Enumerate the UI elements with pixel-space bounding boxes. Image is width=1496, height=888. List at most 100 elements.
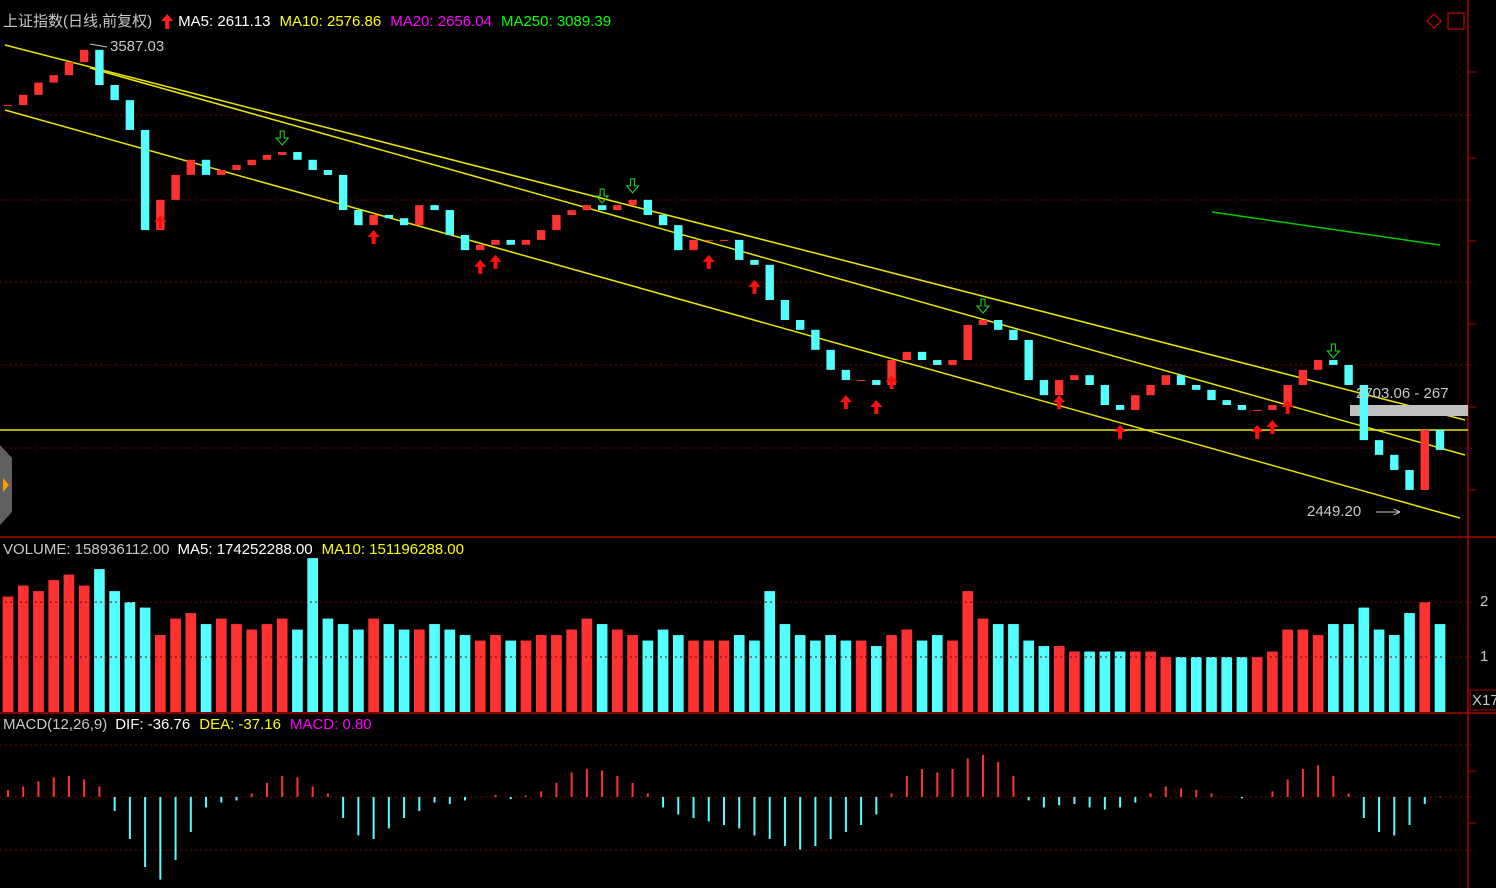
volume-bar [977, 618, 989, 712]
volume-bar [871, 646, 882, 712]
volume-bar [1388, 635, 1400, 712]
volume-bar [840, 640, 852, 712]
icon-window[interactable] [1447, 12, 1465, 30]
volume-bar [33, 591, 44, 712]
volume-bar [535, 635, 547, 712]
side-tab-arrow [3, 478, 9, 492]
volume-bar [246, 629, 258, 712]
volume-bar [794, 635, 806, 712]
volume-bar [474, 640, 486, 712]
candle [1329, 360, 1338, 365]
volume-bar [657, 629, 669, 712]
volume-bar [1190, 657, 1202, 712]
buy-signal [885, 375, 898, 390]
volume-bar [947, 640, 958, 712]
volume-bar [1221, 657, 1233, 712]
candle [1374, 440, 1384, 455]
indicator: MACD: 0.80 [290, 716, 372, 733]
candle [1207, 389, 1216, 401]
volume-bar [490, 635, 501, 712]
candle [1039, 380, 1049, 396]
volume-bar [337, 624, 349, 712]
candle [1253, 409, 1262, 411]
volume-bar [1282, 629, 1293, 712]
panel-title: VOLUME: 158936112.00 [3, 541, 170, 558]
buy-signal [870, 399, 883, 414]
volume-bar [276, 618, 288, 712]
candle [247, 159, 256, 166]
candle [613, 205, 622, 211]
candle [658, 214, 668, 226]
candle [262, 154, 272, 160]
candle [506, 239, 515, 245]
candle [1420, 429, 1429, 491]
candle [933, 360, 942, 365]
candle [811, 329, 820, 350]
y-tick-label: 2 [1480, 593, 1488, 610]
volume-bar [1312, 635, 1324, 712]
candle [140, 129, 150, 231]
icon-diamond[interactable] [1426, 13, 1442, 29]
candle [689, 239, 698, 251]
candle [750, 259, 759, 265]
volume-bar [992, 624, 1004, 712]
buy-signal [474, 259, 487, 274]
buy-signal [1251, 424, 1264, 439]
unit-box [1469, 689, 1496, 711]
candle [521, 239, 531, 245]
candle [1313, 360, 1323, 370]
candle [1298, 369, 1308, 385]
volume-bar [1129, 651, 1141, 712]
candle [735, 239, 744, 260]
candle [1283, 384, 1292, 405]
candle [628, 199, 637, 206]
volume-bar [94, 569, 105, 712]
trend-lines [0, 44, 1468, 519]
candle [476, 244, 485, 251]
candle [1359, 384, 1369, 441]
volume-bar [505, 640, 517, 712]
candle [1176, 375, 1186, 385]
volume-bar [2, 596, 14, 712]
buy-signal [1053, 395, 1066, 410]
candle [217, 170, 226, 175]
candle [1222, 400, 1231, 405]
volume-bar [627, 635, 638, 712]
volume-bar [1358, 607, 1370, 712]
candle [3, 105, 13, 107]
candle [1237, 404, 1247, 410]
candle [1024, 340, 1033, 381]
volume-bar [1145, 651, 1156, 712]
grid [0, 114, 1476, 851]
volume-bar [215, 618, 227, 712]
candle [1161, 375, 1170, 385]
volume-bar [703, 640, 715, 712]
volume-bar [520, 640, 532, 712]
candle [1131, 395, 1140, 410]
buy-signal [367, 229, 380, 244]
volume-bar [764, 591, 776, 712]
indicator: MA10: 2576.86 [279, 13, 381, 30]
volume-bar [688, 640, 699, 712]
candle [1344, 364, 1353, 385]
sell-signal [595, 188, 610, 204]
volume-bar [459, 635, 471, 712]
volume-bar [1053, 646, 1065, 712]
candle [186, 159, 195, 175]
volume-bar [1099, 651, 1111, 712]
volume-bar [962, 591, 974, 712]
range-label: 2703.06 - 267 [1356, 385, 1449, 402]
indicator: DIF: -36.76 [115, 716, 190, 733]
indicator: MA250: 3089.39 [501, 13, 611, 30]
candle [1070, 375, 1079, 381]
candle [171, 174, 180, 200]
volume-bar [810, 640, 821, 712]
buy-signal [489, 254, 502, 269]
indicator: DEA: -37.16 [199, 716, 281, 733]
candle [1405, 469, 1414, 491]
volume-bar [642, 640, 654, 712]
up-arrow-icon [161, 14, 174, 29]
volume-bar [825, 635, 836, 712]
candle [64, 62, 74, 76]
volume-bar [1419, 602, 1431, 712]
